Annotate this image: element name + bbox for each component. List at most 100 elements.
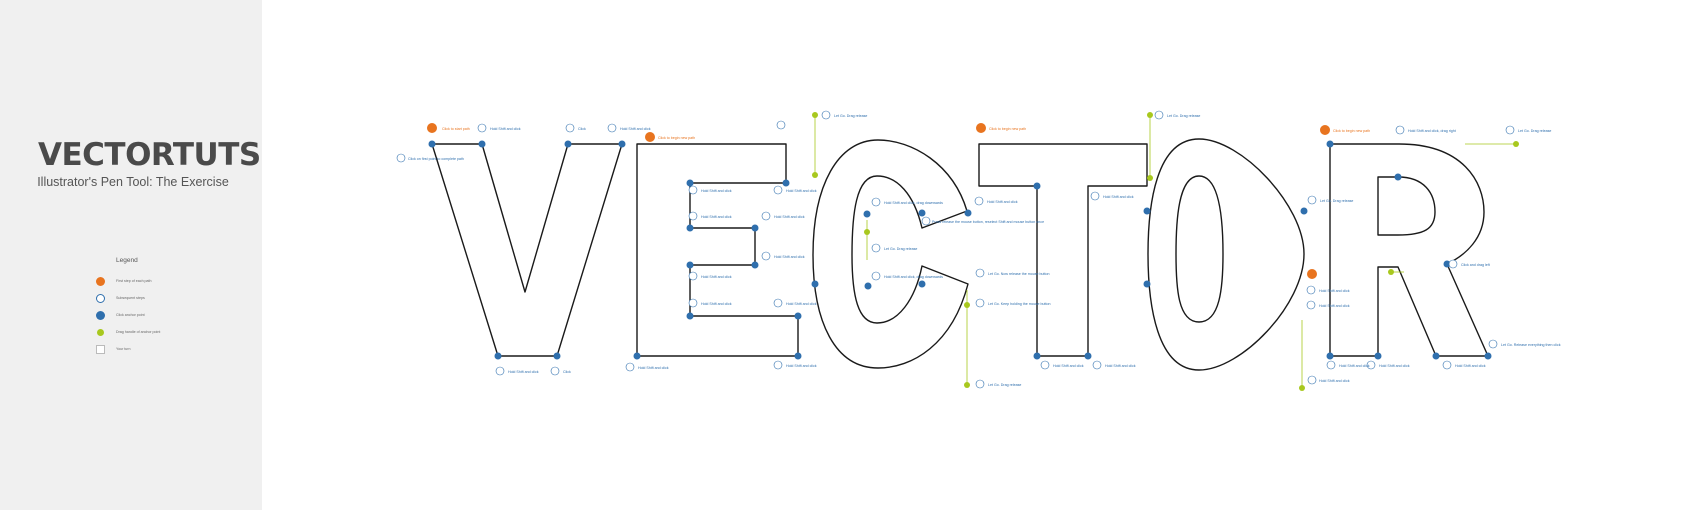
- step-bubble: [396, 153, 406, 163]
- step-bubbles: [396, 110, 1515, 389]
- anchor-point: [1374, 352, 1382, 360]
- step-note: Hold Shift and click: [1319, 304, 1350, 308]
- first-step-marker: [645, 132, 655, 142]
- step-note: Hold Shift and click, drag downwards: [884, 201, 943, 205]
- anchor-point: [751, 261, 759, 269]
- step-note: Hold Shift and click: [1339, 364, 1370, 368]
- first-step-marker: [427, 123, 437, 133]
- step-note: Hold Shift and click, drag right: [1408, 129, 1456, 133]
- anchor-point: [686, 224, 694, 232]
- letter-v-outline: [431, 143, 623, 357]
- anchor-point: [1443, 260, 1451, 268]
- anchor-point: [863, 210, 871, 218]
- step-bubble: [1306, 285, 1316, 295]
- handle-point: [1513, 141, 1519, 147]
- anchor-point: [1033, 182, 1041, 190]
- step-note: Hold Shift and click: [490, 127, 521, 131]
- step-bubble: [776, 120, 786, 130]
- letter-r-outline: [1329, 143, 1489, 357]
- step-bubble: [1154, 110, 1164, 120]
- step-bubble: [688, 271, 698, 281]
- step-bubble: [1306, 300, 1316, 310]
- step-note: Click to begin new path: [1333, 129, 1370, 133]
- anchor-point: [618, 140, 626, 148]
- step-bubble: [975, 268, 985, 278]
- step-bubble: [1326, 360, 1336, 370]
- step-note: Click to begin new path: [658, 136, 695, 140]
- anchor-points: [428, 140, 1492, 360]
- step-bubble: [1448, 259, 1458, 269]
- anchor-point: [1300, 207, 1308, 215]
- anchor-point: [1326, 140, 1334, 148]
- first-step-marker: [1307, 269, 1317, 279]
- step-note: Press release the mouse button, reselect…: [932, 220, 1044, 224]
- letter-t-outline: [978, 143, 1148, 357]
- step-note: Click: [578, 127, 586, 131]
- first-step-markers: [427, 123, 1330, 279]
- letter-r-counter: [1377, 176, 1436, 236]
- sidebar: VECTORTUTS Illustrator's Pen Tool: The E…: [0, 0, 262, 510]
- step-bubble: [688, 298, 698, 308]
- green-dot-icon: [97, 329, 104, 336]
- step-note: Hold Shift and click: [620, 127, 651, 131]
- step-bubble: [974, 196, 984, 206]
- anchor-point: [864, 282, 872, 290]
- step-bubble: [1307, 375, 1317, 385]
- step-note: Hold Shift and click: [786, 302, 817, 306]
- anchor-point: [686, 312, 694, 320]
- anchor-point: [478, 140, 486, 148]
- step-note: Hold Shift and click: [786, 189, 817, 193]
- step-note: Hold Shift and click: [508, 370, 539, 374]
- step-note: Let Go. Drag release: [988, 383, 1021, 387]
- step-note: Hold Shift and click: [701, 275, 732, 279]
- step-note: Let Go. Drag release: [1518, 129, 1551, 133]
- anchor-point: [1432, 352, 1440, 360]
- step-bubble: [871, 197, 881, 207]
- anchor-point: [1033, 352, 1041, 360]
- orange-dot-icon: [96, 277, 105, 286]
- step-bubble: [821, 110, 831, 120]
- step-bubble: [1040, 360, 1050, 370]
- anchor-point: [686, 179, 694, 187]
- step-note: Hold Shift and click: [1105, 364, 1136, 368]
- step-bubble: [688, 185, 698, 195]
- anchor-point: [782, 179, 790, 187]
- step-note: Hold Shift and click: [701, 189, 732, 193]
- anchor-point: [428, 140, 436, 148]
- step-note: Let Go. Drag release: [884, 247, 917, 251]
- letter-outlines: [431, 138, 1489, 371]
- step-bubble: [1505, 125, 1515, 135]
- square-icon: [96, 345, 105, 354]
- step-note: Let Go. Now release the mouse button: [988, 272, 1050, 276]
- step-bubble: [477, 123, 487, 133]
- step-note: Hold Shift and click: [1319, 379, 1350, 383]
- step-bubble: [1366, 360, 1376, 370]
- step-bubble: [773, 185, 783, 195]
- anchor-point: [918, 209, 926, 217]
- handle-point: [812, 112, 818, 118]
- step-note: Hold Shift and click: [701, 302, 732, 306]
- anchor-point: [633, 352, 641, 360]
- handle-point: [812, 172, 818, 178]
- anchor-point: [1143, 280, 1151, 288]
- step-note: Hold Shift and click: [1053, 364, 1084, 368]
- first-step-marker: [976, 123, 986, 133]
- step-bubble: [975, 379, 985, 389]
- anchor-point: [1484, 352, 1492, 360]
- anchor-point: [811, 280, 819, 288]
- legend-label: Drag handle of anchor point: [116, 330, 161, 334]
- anchor-point: [1084, 352, 1092, 360]
- step-note: Let Go. Drag release: [1320, 199, 1353, 203]
- step-bubble: [761, 211, 771, 221]
- anchor-point: [553, 352, 561, 360]
- anchor-point: [918, 280, 926, 288]
- legend-title: Legend: [116, 257, 138, 264]
- step-note: Hold Shift and click: [1319, 289, 1350, 293]
- step-note: Hold Shift and click: [1103, 195, 1134, 199]
- vector-artwork: Click to start path Hold Shift and click…: [396, 110, 1561, 391]
- anchor-point: [751, 224, 759, 232]
- step-note: Hold Shift and click: [774, 215, 805, 219]
- step-bubble: [871, 271, 881, 281]
- step-bubble: [1395, 125, 1405, 135]
- handle-point: [1388, 269, 1394, 275]
